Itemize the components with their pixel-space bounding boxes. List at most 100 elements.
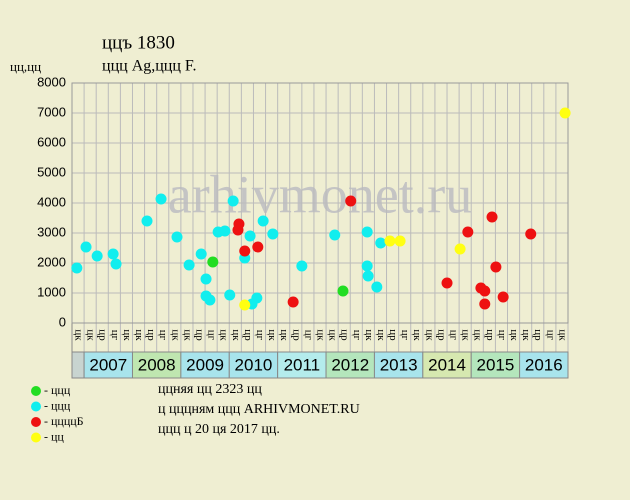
x-tick-label: цг <box>157 330 169 341</box>
chart-subtitle: ццц Ag,ццц F. <box>102 58 197 75</box>
x-tick-label: цг <box>351 330 363 341</box>
x-tick-label: цк <box>181 329 193 341</box>
data-point <box>479 285 491 297</box>
x-tick-label: цг <box>544 330 556 341</box>
note: ццц ц 20 ця 2017 цц. <box>158 422 280 437</box>
legend-label: - ццц <box>44 383 71 397</box>
data-point <box>107 248 119 260</box>
data-point <box>155 193 167 205</box>
legend-label: - ццццБ <box>44 414 84 428</box>
data-point <box>337 285 349 297</box>
year-cell <box>422 351 472 379</box>
y-tick-label: 3000 <box>37 224 66 239</box>
x-tick-label: цк <box>411 329 423 341</box>
watermark: arhivmonet.ru <box>168 164 472 224</box>
y-tick-label: 7000 <box>37 104 66 119</box>
data-point <box>394 235 406 247</box>
legend-marker <box>31 417 41 427</box>
x-tick-label: цк <box>314 329 326 341</box>
x-tick-label: цк <box>169 329 181 341</box>
y-tick-label: 6000 <box>37 134 66 149</box>
x-tick-label: цг <box>448 330 460 341</box>
x-tick-label: цк <box>278 329 290 341</box>
legend-marker <box>31 432 41 443</box>
data-point <box>371 281 383 293</box>
legend-label: - цц <box>44 429 64 443</box>
data-point <box>227 195 239 207</box>
x-tick-label: цк <box>85 329 97 341</box>
data-point <box>361 226 373 238</box>
data-point <box>171 231 183 243</box>
x-tick-label: цр <box>387 329 399 341</box>
x-tick-label: цр <box>145 329 157 341</box>
x-tick-label: цк <box>327 329 339 341</box>
x-tick-label: цр <box>290 329 302 341</box>
chart-title: ццъ 1830 <box>102 32 175 53</box>
year-label: 2007 <box>89 355 127 374</box>
year-cell <box>228 351 279 379</box>
data-point <box>204 294 216 306</box>
data-point <box>239 299 251 311</box>
x-tick-label: цг <box>302 330 314 341</box>
x-tick-label: цк <box>556 329 568 341</box>
data-point <box>141 215 153 227</box>
data-point <box>497 291 509 303</box>
y-tick-label: 8000 <box>37 74 66 89</box>
year-label: 2010 <box>235 355 273 374</box>
year-label: 2014 <box>428 355 466 374</box>
data-point <box>71 262 83 274</box>
data-point <box>525 228 537 240</box>
x-tick-label: цг <box>109 330 121 341</box>
data-point <box>110 258 122 270</box>
data-point <box>384 235 396 247</box>
x-tick-label: цг <box>254 330 266 341</box>
y-tick-label: 0 <box>59 314 66 329</box>
data-point <box>183 259 195 271</box>
data-point <box>239 245 251 257</box>
plot-frame <box>71 82 569 324</box>
note: ццняя цц 2323 цц <box>158 382 262 397</box>
data-point <box>200 273 212 285</box>
legend-marker <box>31 386 41 396</box>
x-tick-label: цг <box>496 330 508 341</box>
data-point <box>479 298 491 310</box>
data-point <box>361 260 373 272</box>
x-tick-label: цк <box>121 329 133 341</box>
year-label: 2009 <box>186 355 224 374</box>
year-cell <box>277 351 327 379</box>
x-tick-label: цг <box>206 330 218 341</box>
x-tick-label: цк <box>472 329 484 341</box>
data-point <box>91 250 103 262</box>
y-axis-label: цц,цц <box>10 59 41 74</box>
x-tick-label: цк <box>460 329 472 341</box>
y-tick-label: 2000 <box>37 254 66 269</box>
legend-label: - ццц <box>44 398 71 412</box>
data-point <box>329 229 341 241</box>
year-cell <box>83 351 133 379</box>
note: ц цццням ццц ARHIVMONET.RU <box>158 402 360 417</box>
data-point <box>441 277 453 289</box>
x-tick-label: цг <box>399 330 411 341</box>
year-cell <box>373 351 424 379</box>
data-point <box>195 248 207 260</box>
data-point <box>257 215 269 227</box>
x-tick-label: цр <box>532 329 544 341</box>
x-tick-label: цк <box>133 329 145 341</box>
year-label: 2013 <box>380 355 418 374</box>
data-point <box>80 241 92 253</box>
x-tick-label: цк <box>363 329 375 341</box>
x-tick-label: цк <box>266 329 278 341</box>
x-tick-label: цр <box>484 329 496 341</box>
data-point <box>224 289 236 301</box>
year-label: 2012 <box>331 355 369 374</box>
data-point <box>345 195 357 207</box>
data-point <box>252 241 264 253</box>
data-point <box>251 292 263 304</box>
year-cell <box>71 351 85 379</box>
year-cell <box>180 351 230 379</box>
data-point <box>267 228 279 240</box>
data-point <box>559 107 571 119</box>
y-tick-label: 1000 <box>37 284 66 299</box>
year-label: 2016 <box>525 355 563 374</box>
